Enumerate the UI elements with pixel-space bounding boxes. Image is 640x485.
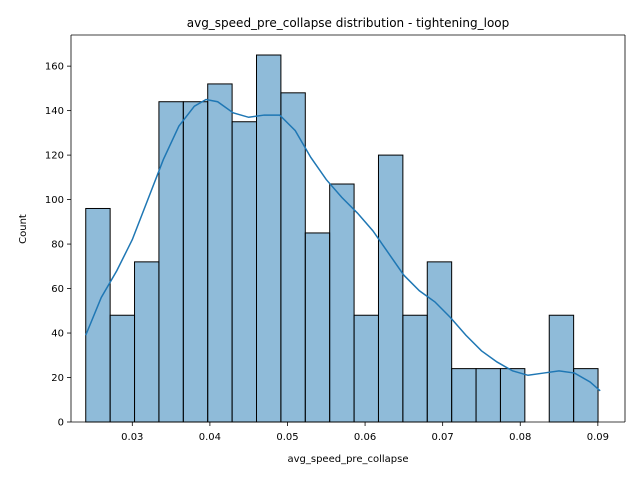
histogram-bar bbox=[451, 368, 477, 423]
histogram-bar bbox=[573, 368, 599, 423]
kde-layer bbox=[85, 98, 601, 392]
chart-title: avg_speed_pre_collapse distribution - ti… bbox=[187, 16, 510, 30]
x-tick-label: 0.04 bbox=[199, 432, 221, 443]
histogram-bar bbox=[158, 101, 184, 423]
histogram-bar bbox=[548, 314, 575, 423]
histogram-bar bbox=[85, 207, 111, 423]
x-tick-label: 0.06 bbox=[354, 432, 376, 443]
bars-layer bbox=[85, 54, 599, 423]
histogram-bar bbox=[329, 183, 355, 423]
x-tick-label: 0.09 bbox=[587, 432, 609, 443]
histogram-bar bbox=[182, 101, 209, 423]
y-tick-label: 100 bbox=[45, 195, 64, 206]
x-tick-label: 0.07 bbox=[432, 432, 454, 443]
histogram-bar bbox=[377, 154, 404, 423]
histogram-bar bbox=[207, 83, 233, 423]
histogram-bar bbox=[231, 121, 258, 423]
y-tick-label: 80 bbox=[51, 240, 64, 251]
histogram-bar bbox=[402, 314, 428, 423]
histogram-bar bbox=[426, 261, 453, 423]
y-tick-label: 20 bbox=[51, 373, 64, 384]
histogram-bar bbox=[353, 314, 379, 423]
x-tick-label: 0.05 bbox=[276, 432, 298, 443]
y-tick-label: 120 bbox=[45, 151, 64, 162]
histogram-bar bbox=[304, 232, 331, 423]
x-tick-label: 0.03 bbox=[121, 432, 143, 443]
x-axis-label: avg_speed_pre_collapse bbox=[287, 454, 408, 465]
histogram-bar bbox=[256, 54, 282, 423]
histogram-bar bbox=[280, 92, 306, 423]
y-axis-label: Count bbox=[18, 214, 29, 244]
kde-curve bbox=[85, 98, 601, 392]
y-tick-label: 160 bbox=[45, 62, 64, 73]
y-tick-label: 0 bbox=[58, 418, 64, 429]
histogram-bar bbox=[475, 368, 501, 423]
y-tick-label: 140 bbox=[45, 106, 64, 117]
axes-layer: 0.03 0.04 0.05 0.06 0.07 0.08 0.09 0 20 40 60 80 100… bbox=[45, 34, 626, 443]
x-tick-label: 0.08 bbox=[509, 432, 531, 443]
y-tick-label: 60 bbox=[51, 284, 64, 295]
y-tick-label: 40 bbox=[51, 329, 64, 340]
histogram-bar bbox=[134, 261, 160, 423]
histogram-bar bbox=[109, 314, 136, 423]
histogram-bar bbox=[499, 368, 526, 423]
